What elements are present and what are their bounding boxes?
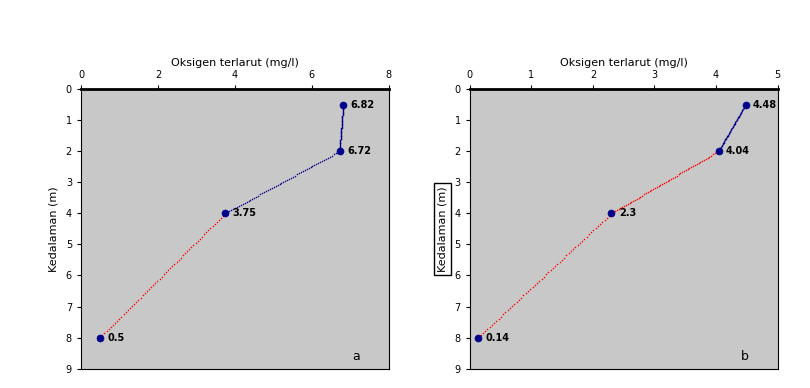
Y-axis label: Kedalaman (m): Kedalaman (m): [49, 186, 59, 272]
X-axis label: Oksigen terlarut (mg/l): Oksigen terlarut (mg/l): [171, 58, 299, 68]
X-axis label: Oksigen terlarut (mg/l): Oksigen terlarut (mg/l): [560, 58, 688, 68]
Text: 4.04: 4.04: [726, 146, 750, 156]
Text: 0.14: 0.14: [486, 333, 509, 343]
Text: 2.3: 2.3: [619, 208, 636, 218]
Text: 0.5: 0.5: [108, 333, 125, 343]
Text: b: b: [740, 350, 748, 363]
Text: 4.48: 4.48: [753, 100, 777, 110]
Text: 3.75: 3.75: [232, 208, 257, 218]
Text: a: a: [352, 350, 360, 363]
Text: 6.72: 6.72: [347, 146, 371, 156]
Text: 6.82: 6.82: [351, 100, 375, 110]
Y-axis label: Kedalaman (m): Kedalaman (m): [437, 186, 448, 272]
